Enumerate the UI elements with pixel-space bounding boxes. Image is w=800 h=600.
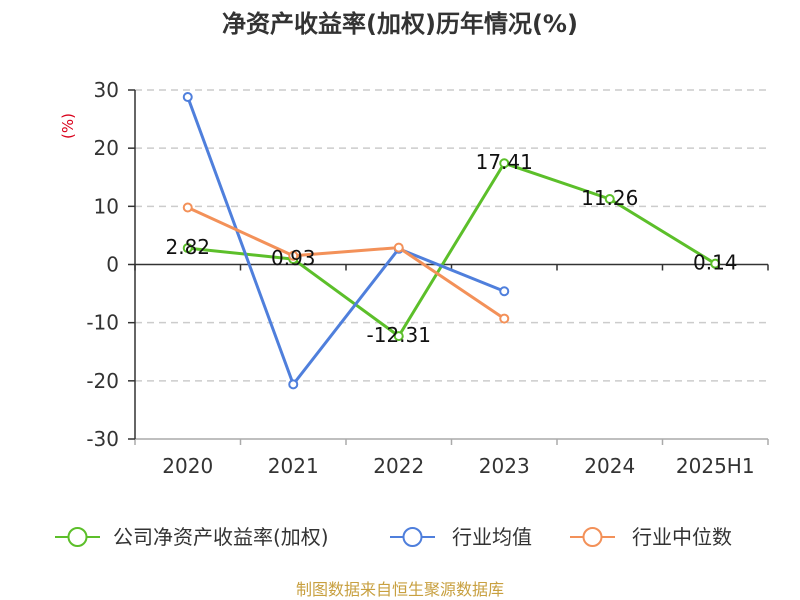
y-tick-label: 0: [106, 253, 119, 277]
y-tick-label: 10: [94, 194, 119, 218]
data-point: [182, 202, 193, 213]
data-point: [393, 331, 404, 342]
data-label: 0.93: [271, 246, 316, 270]
series-line: [187, 161, 717, 338]
y-axis-label: (%): [59, 113, 77, 139]
data-point: [499, 158, 510, 169]
data-label: 11.26: [581, 186, 638, 210]
data-label: -12.31: [367, 323, 431, 347]
x-tick-label: 2025H1: [676, 454, 755, 478]
y-tick-label: 20: [94, 136, 119, 160]
x-tick-label: 2023: [479, 454, 530, 478]
axes: 30 20 10 0 -10 -20 -30 2020 2021 2022 2023 2024 2025…: [86, 78, 769, 478]
data-label: 2.82: [165, 235, 210, 259]
data-labels: 2.82 0.93 -12.31 17.41 11.26 0.14: [165, 150, 737, 347]
y-tick-label: -20: [86, 369, 119, 393]
data-point: [710, 258, 721, 269]
series-0: [182, 158, 721, 342]
legend-label: 公司净资产收益率(加权): [113, 525, 329, 549]
legend: 公司净资产收益率(加权) 行业均值 行业中位数: [55, 525, 732, 549]
data-point: [499, 286, 510, 297]
data-point: [182, 243, 193, 254]
source-note: 制图数据来自恒生聚源数据库: [296, 580, 504, 599]
grid-lines: [135, 89, 768, 382]
data-point: [604, 194, 615, 205]
data-point: [288, 250, 299, 261]
series-2: [182, 202, 510, 324]
series-1: [182, 91, 510, 390]
data-point: [182, 91, 193, 102]
data-point: [393, 242, 404, 253]
legend-label: 行业中位数: [632, 525, 732, 549]
legend-item-company-roe[interactable]: 公司净资产收益率(加权): [55, 525, 329, 549]
x-tick-label: 2020: [162, 454, 213, 478]
data-point: [288, 379, 299, 390]
series-line: [186, 96, 505, 386]
series-layer: [182, 91, 721, 390]
legend-item-industry-mean[interactable]: 行业均值: [390, 525, 532, 549]
legend-circle-icon: [402, 527, 423, 547]
y-tick-label: 30: [94, 78, 119, 102]
x-tick-label: 2021: [268, 454, 319, 478]
x-tick-label: 2024: [584, 454, 635, 478]
data-label: 17.41: [476, 150, 533, 174]
series-line: [187, 206, 506, 320]
legend-circle-icon: [67, 527, 88, 547]
x-tick-label: 2022: [373, 454, 424, 478]
legend-label: 行业均值: [452, 525, 532, 549]
data-point: [499, 313, 510, 324]
chart-title: 净资产收益率(加权)历年情况(%): [222, 10, 578, 38]
y-tick-label: -30: [86, 427, 119, 451]
y-tick-label: -10: [86, 311, 119, 335]
legend-circle-icon: [582, 527, 603, 547]
legend-item-industry-median[interactable]: 行业中位数: [570, 525, 732, 549]
data-label: 0.14: [693, 251, 738, 275]
